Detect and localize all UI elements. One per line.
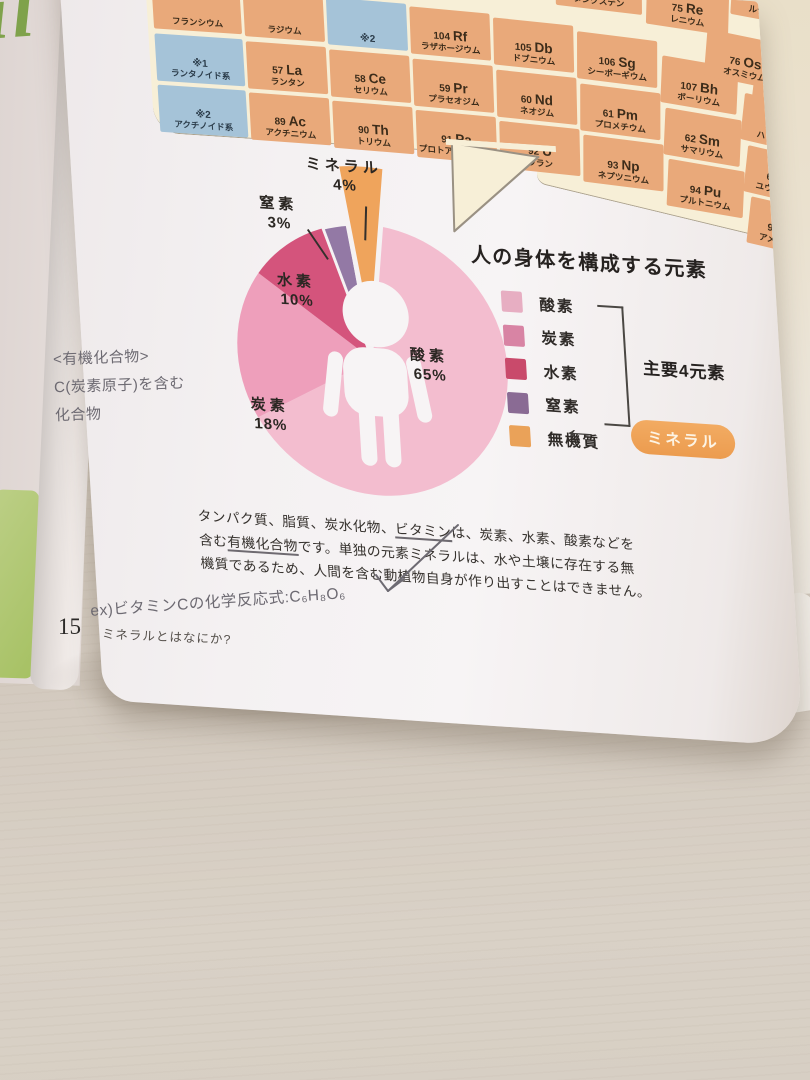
pie-label-carbon: 炭素 18%: [250, 395, 290, 435]
legend-swatch-oxygen: [500, 290, 524, 314]
element-cell-actinium: 89 Ac アクチニウム: [248, 92, 332, 146]
pie-label-nitrogen: 窒素 3%: [258, 194, 298, 233]
element-cell-neptunium: 93 Np ネプツニウム: [583, 134, 664, 192]
page-number: 15: [58, 614, 81, 639]
textbook-page: フランシウム ラジウム ※2 104 Rf ラザホージウム 105 Db ドブニウム 1…: [58, 0, 804, 747]
element-cell-francium: フランシウム: [151, 0, 243, 35]
body-elements-pie-chart: [237, 161, 508, 496]
hand-underline-organic-compound: 有機化合物: [226, 533, 299, 556]
callout-tail: [445, 138, 557, 233]
mineral-badge: ミネラル: [630, 418, 737, 461]
left-arrow-icon: ←: [559, 409, 601, 448]
element-cell-cerium: 58 Ce セリウム: [329, 49, 412, 104]
actinide-label-cell: ※2 アクチノイド系: [157, 84, 249, 138]
legend-swatch-carbon: [502, 324, 526, 347]
pie-label-mineral: ミネラル 4%: [305, 155, 383, 195]
background-book-title-fragment: il: [0, 0, 41, 56]
major-elements-bracket: [597, 304, 631, 428]
element-cell-thorium: 90 Th トリウム: [332, 100, 415, 155]
lanthanide-label-cell: ※1 ランタノイド系: [154, 33, 246, 87]
handwritten-arrow: [375, 524, 459, 592]
legend-swatch-inorganic: [508, 425, 532, 448]
legend-swatch-hydrogen: [504, 357, 528, 381]
handwritten-note-organic-compound: <有機化合物> C(炭素原子)を含む 化合物: [52, 347, 186, 424]
major-elements-label: 主要4元素: [642, 358, 726, 384]
legend-swatch-nitrogen: [506, 391, 530, 415]
element-cell-radium: ラジウム: [242, 0, 326, 43]
pie-label-hydrogen: 水素 10%: [276, 271, 316, 310]
element-cell-lanthanum: 57 La ランタン: [245, 41, 329, 95]
pie-slice-hydrogen: [258, 228, 373, 360]
human-silhouette: [323, 280, 433, 468]
actinide-marker-cell: ※2: [325, 0, 409, 51]
pie-label-oxygen: 酸素 65%: [409, 346, 449, 385]
pie-slice-carbon: [237, 273, 373, 418]
